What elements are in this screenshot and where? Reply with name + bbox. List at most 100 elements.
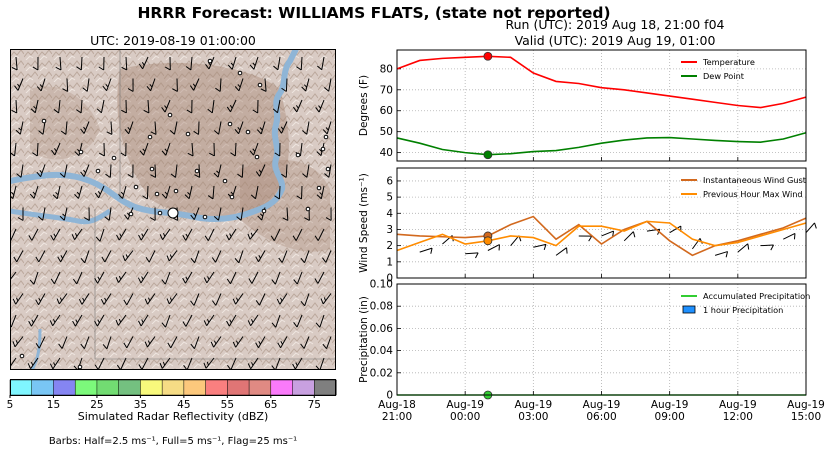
barb-flag — [164, 191, 168, 195]
barb-flag — [97, 319, 100, 323]
barb-flag — [230, 191, 234, 195]
barb-flag — [17, 217, 24, 221]
barb-staff — [419, 247, 433, 253]
run-time-title: Run (UTC): 2019 Aug 18, 21:00 f04 — [505, 17, 725, 32]
station-marker — [222, 178, 228, 184]
barb-flag — [29, 193, 35, 199]
wind-barb — [76, 99, 83, 114]
wind-barb — [138, 228, 149, 241]
barb-staff — [56, 185, 61, 199]
barb-flag — [227, 64, 233, 70]
barb-flag — [119, 233, 122, 237]
barb-flag — [213, 172, 219, 178]
wind-barb — [123, 293, 134, 306]
x-tick-label-time: 03:00 — [518, 411, 548, 423]
barb-flag — [292, 235, 297, 241]
barb-flag — [278, 257, 283, 263]
barb-flag — [255, 171, 260, 177]
barb-staff — [164, 99, 171, 113]
barb-staff — [19, 121, 24, 135]
barb-staff — [322, 293, 332, 305]
barb-staff — [255, 185, 259, 199]
barb-flag — [80, 171, 85, 177]
barb-flag — [292, 363, 296, 370]
series-line — [396, 215, 807, 257]
barb-flag — [80, 343, 85, 349]
barb-flag — [270, 235, 275, 241]
wind-barb — [247, 228, 259, 240]
barb-staff — [185, 228, 193, 241]
wind-barb — [13, 250, 24, 263]
wind-barb — [95, 228, 105, 242]
barb-staff — [161, 357, 171, 369]
wind-barb — [159, 357, 171, 369]
station-marker — [154, 191, 160, 197]
station-marker — [229, 194, 235, 200]
current-time-marker — [483, 150, 493, 160]
barb-flag — [226, 106, 231, 113]
colorbar-tick-label: 25 — [90, 399, 103, 410]
barb-flag — [13, 256, 18, 263]
wind-barb — [322, 336, 332, 350]
barb-flag — [566, 247, 568, 254]
wind-barb — [236, 207, 244, 221]
barb-staff — [218, 121, 222, 135]
barb-flag — [252, 148, 256, 152]
barb-staff — [206, 314, 215, 327]
barb-staff — [61, 336, 68, 349]
radar-wind-map — [10, 49, 336, 370]
barb-flag — [58, 343, 63, 349]
barb-staff — [84, 250, 90, 263]
barb-flag — [211, 257, 216, 263]
barb-flag — [210, 341, 215, 348]
barb-flag — [146, 85, 152, 92]
wind-barb — [121, 99, 127, 114]
barb-flag — [277, 128, 282, 134]
barb-staff — [128, 121, 134, 134]
barb-flag — [255, 256, 259, 263]
barb-staff — [168, 250, 178, 262]
barb-flag — [274, 152, 280, 157]
wind-barb — [578, 235, 593, 242]
barb-flag — [207, 108, 213, 114]
barb-flag — [144, 341, 148, 348]
wind-barb — [278, 250, 288, 263]
y-tick-label: 80 — [380, 63, 393, 75]
wind-barb — [301, 78, 310, 92]
wind-barb — [105, 164, 112, 178]
barb-staff — [103, 293, 112, 305]
barb-flag — [302, 173, 308, 178]
barb-flag — [249, 150, 254, 156]
barb-flag — [11, 109, 17, 114]
barb-staff — [286, 207, 289, 221]
barb-flag — [33, 106, 37, 110]
barb-flag — [123, 299, 128, 306]
wind-barb — [190, 207, 200, 220]
site-marker — [167, 207, 179, 219]
wind-barb — [293, 271, 303, 285]
barb-flag — [225, 234, 230, 241]
station-marker — [147, 134, 153, 140]
wind-barb — [281, 78, 288, 92]
barb-flag — [206, 319, 210, 323]
barb-flag — [32, 66, 39, 71]
barb-flag — [127, 174, 134, 178]
barb-staff — [60, 250, 68, 263]
y-tick-label: 1 — [386, 256, 393, 268]
barb-staff — [240, 207, 244, 221]
barb-staff — [126, 336, 134, 349]
wind-barb — [50, 228, 61, 241]
barb-flag — [147, 340, 151, 345]
wind-barb — [15, 121, 24, 135]
barb-flag — [247, 320, 252, 326]
series-line — [396, 131, 807, 156]
river — [10, 49, 299, 222]
barb-flag — [316, 151, 322, 157]
barb-flag — [186, 109, 193, 114]
barb-flag — [296, 195, 302, 200]
wind-barb — [161, 99, 171, 113]
barb-flag — [292, 106, 298, 113]
barb-flag — [138, 320, 142, 327]
barb-staff — [118, 271, 127, 283]
